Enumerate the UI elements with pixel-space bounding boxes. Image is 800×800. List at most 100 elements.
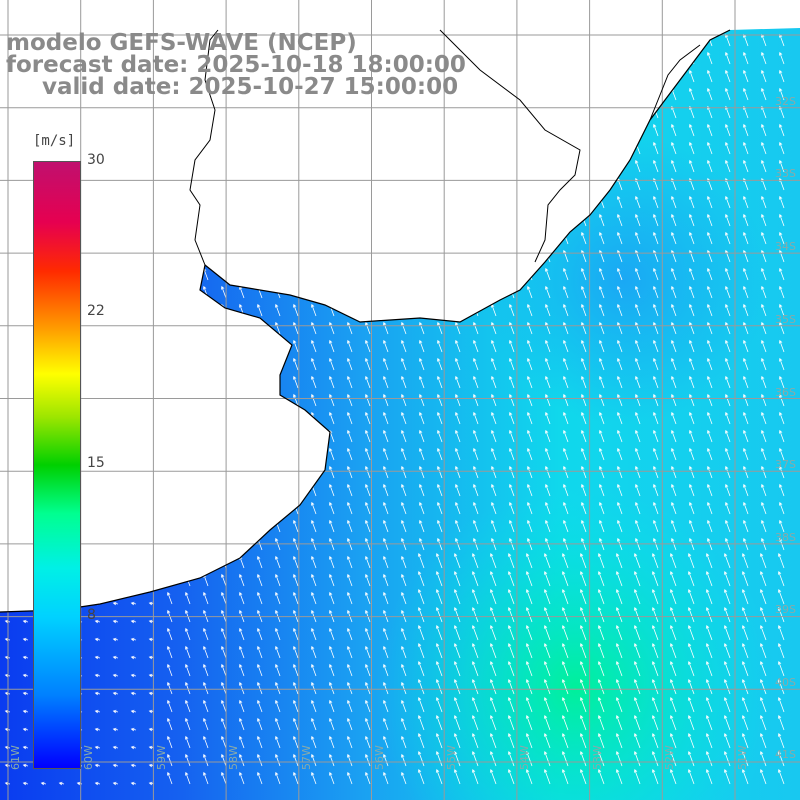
wind-arrow — [688, 465, 695, 479]
wind-arrow — [777, 588, 785, 605]
wind-arrow — [471, 570, 479, 587]
wind-arrow — [742, 411, 749, 425]
wind-arrow — [112, 115, 119, 120]
wind-arrow — [58, 151, 65, 156]
wind-arrow — [364, 267, 371, 281]
wind-arrow — [256, 753, 263, 767]
wind-arrow — [526, 519, 533, 533]
wind-arrow — [112, 637, 119, 642]
wind-arrow — [544, 105, 551, 119]
wind-arrow — [543, 732, 551, 749]
wind-arrow — [526, 69, 533, 83]
wind-arrow — [580, 87, 587, 101]
wind-arrow — [202, 357, 209, 371]
wind-arrow — [112, 673, 119, 678]
lat-label: 34S — [775, 240, 796, 253]
wind-arrow — [741, 570, 749, 587]
wind-arrow — [634, 501, 641, 515]
wind-arrow — [346, 303, 353, 317]
wind-arrow — [364, 555, 371, 569]
wind-arrow — [400, 393, 407, 407]
wind-arrow — [435, 714, 443, 731]
wind-arrow — [507, 588, 515, 605]
wind-arrow — [759, 660, 767, 677]
wind-arrow — [634, 483, 641, 497]
wind-arrow — [634, 195, 641, 209]
wind-arrow — [508, 33, 515, 47]
wind-arrow — [454, 447, 461, 461]
wind-arrow — [94, 349, 101, 354]
wind-arrow — [364, 249, 371, 263]
wind-arrow — [580, 429, 587, 443]
wind-arrow — [651, 696, 659, 713]
wind-arrow — [615, 570, 623, 587]
wind-arrow — [130, 745, 137, 750]
wind-arrow — [579, 678, 587, 695]
wind-arrow — [202, 699, 209, 713]
wind-arrow — [274, 231, 281, 245]
wind-arrow — [508, 69, 515, 83]
wind-arrow — [346, 339, 353, 353]
wind-arrow — [220, 411, 227, 425]
wind-arrow — [76, 151, 83, 156]
wind-arrow — [274, 447, 281, 461]
wind-arrow — [293, 0, 298, 10]
wind-arrow — [760, 141, 767, 155]
wind-arrow — [724, 483, 731, 497]
wind-arrow — [580, 231, 587, 245]
wind-arrow — [670, 357, 677, 371]
wind-arrow — [256, 699, 263, 713]
wind-arrow — [633, 588, 641, 605]
wind-arrow — [310, 627, 317, 641]
wind-arrow — [112, 187, 119, 192]
wind-arrow — [687, 606, 695, 623]
wind-arrow — [616, 249, 623, 263]
wind-arrow — [508, 28, 515, 29]
wind-arrow — [760, 87, 767, 101]
wind-arrow — [616, 285, 623, 299]
wind-arrow — [94, 421, 101, 426]
wind-arrow — [652, 519, 659, 533]
wind-arrow — [130, 385, 137, 390]
wind-arrow — [130, 331, 137, 336]
wind-arrow — [562, 123, 569, 137]
wind-arrow — [22, 637, 29, 642]
wind-arrow — [184, 249, 191, 263]
wind-arrow — [489, 552, 497, 569]
wind-arrow — [670, 483, 677, 497]
wind-arrow — [562, 339, 569, 353]
wind-arrow — [42, 8, 47, 11]
wind-arrow — [112, 205, 119, 210]
wind-arrow — [166, 501, 173, 515]
wind-arrow — [220, 519, 227, 533]
wind-arrow — [562, 285, 569, 299]
wind-arrow — [22, 403, 29, 408]
wind-arrow — [543, 642, 551, 659]
wind-arrow — [634, 249, 641, 263]
wind-arrow — [652, 501, 659, 515]
wind-arrow — [724, 195, 731, 209]
wind-arrow — [651, 606, 659, 623]
wind-arrow — [525, 732, 533, 749]
wind-arrow — [616, 339, 623, 353]
wind-arrow — [130, 313, 137, 318]
wind-arrow — [598, 249, 605, 263]
wind-arrow — [310, 663, 317, 677]
wind-arrow — [274, 591, 281, 605]
wind-arrow — [220, 285, 227, 299]
wind-arrow — [202, 411, 209, 425]
wind-arrow — [22, 745, 29, 750]
wind-arrow — [130, 187, 137, 192]
wind-arrow — [346, 28, 353, 29]
wind-arrow — [436, 447, 443, 461]
wind-arrow — [760, 339, 767, 353]
wind-arrow — [166, 645, 173, 659]
wind-arrow — [706, 28, 713, 29]
wind-arrow — [471, 768, 479, 785]
wind-arrow — [759, 552, 767, 569]
wind-arrow — [598, 411, 605, 425]
wind-arrow — [238, 771, 245, 785]
wind-arrow — [652, 303, 659, 317]
wind-arrow — [759, 714, 767, 731]
wind-arrow — [382, 195, 389, 209]
